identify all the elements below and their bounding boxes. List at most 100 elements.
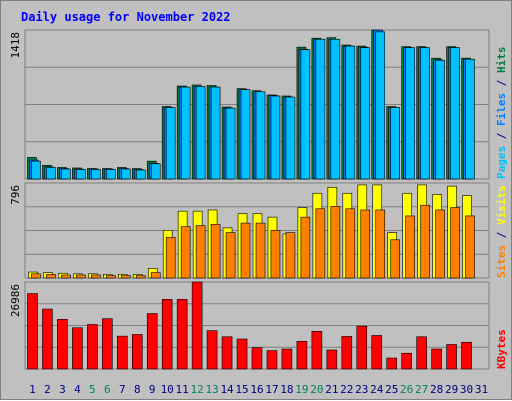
x-tick-day-16: 16 — [250, 383, 263, 396]
x-tick-day-6: 6 — [104, 383, 111, 396]
bar-kbytes-day-19 — [296, 340, 308, 370]
bar-sites-day-16 — [255, 222, 266, 279]
x-tick-day-8: 8 — [134, 383, 141, 396]
bar-sites-day-29 — [450, 207, 460, 279]
bar-kbytes-day-27 — [416, 336, 427, 370]
bar-kbytes-day-5 — [87, 324, 98, 370]
y-max-label-kbytes: 26986 — [9, 284, 22, 317]
bar-kbytes-day-22 — [341, 336, 353, 370]
bar-kbytes-day-12 — [191, 281, 203, 370]
x-tick-day-25: 25 — [385, 383, 398, 396]
bar-pages-day-7 — [120, 168, 131, 180]
x-tick-day-2: 2 — [44, 383, 51, 396]
bar-sites-day-10 — [165, 237, 176, 279]
bar-sites-day-14 — [225, 232, 236, 279]
bar-pages-day-30 — [465, 58, 475, 180]
x-tick-day-9: 9 — [149, 383, 156, 396]
legend-part-1: / — [495, 126, 508, 146]
bar-pages-day-22 — [345, 45, 356, 180]
bar-kbytes-day-16 — [251, 347, 263, 370]
bar-kbytes-day-21 — [326, 349, 338, 370]
bar-pages-day-25 — [390, 107, 401, 180]
bar-kbytes-day-1 — [27, 293, 38, 370]
bar-pages-day-29 — [450, 47, 460, 180]
x-tick-day-15: 15 — [235, 383, 248, 396]
bar-pages-day-1 — [31, 160, 41, 180]
bar-sites-day-25 — [390, 239, 401, 279]
bar-sites-day-12 — [195, 225, 206, 279]
bar-kbytes-day-10 — [161, 299, 173, 370]
bar-sites-day-6 — [106, 275, 116, 279]
bar-pages-day-8 — [135, 169, 146, 180]
bar-pages-day-28 — [435, 59, 445, 180]
x-tick-day-24: 24 — [370, 383, 384, 396]
bar-pages-day-14 — [225, 107, 236, 180]
x-tick-day-4: 4 — [74, 383, 81, 396]
legend-hits-files-pages: Pages / Files / Hits — [495, 47, 508, 180]
x-tick-day-1: 1 — [29, 383, 36, 396]
x-tick-day-26: 26 — [400, 383, 413, 396]
legend-part-0: Pages — [495, 146, 508, 179]
bar-sites-day-2 — [46, 274, 56, 279]
x-tick-day-11: 11 — [176, 383, 189, 396]
bar-kbytes-day-25 — [386, 357, 398, 370]
bar-kbytes-day-18 — [281, 348, 293, 370]
bar-sites-day-3 — [61, 274, 71, 279]
bar-pages-day-4 — [76, 169, 86, 180]
bar-sites-day-17 — [270, 229, 281, 279]
bar-pages-day-19 — [300, 49, 311, 180]
bar-sites-day-4 — [76, 274, 86, 279]
legend-part-3: / — [495, 73, 508, 93]
bar-pages-day-26 — [405, 47, 415, 180]
bar-sites-day-11 — [180, 226, 191, 279]
bar-sites-day-26 — [405, 215, 415, 279]
legend-part-0: KBytes — [495, 329, 508, 369]
bar-kbytes-day-11 — [176, 299, 188, 370]
bar-pages-day-20 — [315, 38, 326, 180]
bar-sites-day-24 — [375, 209, 386, 279]
bar-sites-day-13 — [210, 223, 221, 279]
bar-kbytes-day-30 — [461, 341, 472, 370]
bar-kbytes-day-20 — [311, 330, 323, 370]
legend-part-2: Files — [495, 93, 508, 126]
bar-sites-day-28 — [435, 209, 445, 279]
x-tick-day-17: 17 — [265, 383, 278, 396]
bar-pages-day-2 — [46, 167, 56, 180]
bar-kbytes-day-8 — [131, 334, 143, 370]
x-tick-day-19: 19 — [295, 383, 308, 396]
x-tick-day-14: 14 — [220, 383, 234, 396]
bar-sites-day-23 — [360, 209, 371, 279]
bar-sites-day-27 — [420, 204, 430, 279]
panel-kbytes: 26986 KBytes — [9, 281, 508, 370]
legend-part-1: / — [495, 225, 508, 245]
bar-kbytes-day-9 — [146, 313, 158, 370]
bar-pages-day-24 — [375, 31, 386, 180]
bar-kbytes-day-15 — [236, 338, 248, 370]
bar-pages-day-11 — [180, 86, 191, 180]
bar-kbytes-day-4 — [72, 327, 83, 370]
x-tick-day-12: 12 — [191, 383, 204, 396]
x-tick-day-29: 29 — [445, 383, 458, 396]
x-tick-day-28: 28 — [430, 383, 443, 396]
bar-pages-day-17 — [270, 95, 281, 180]
bar-kbytes-day-14 — [221, 336, 233, 370]
bar-sites-day-7 — [120, 275, 131, 279]
x-tick-day-22: 22 — [340, 383, 353, 396]
x-tick-day-31: 31 — [475, 383, 488, 396]
x-tick-day-23: 23 — [355, 383, 368, 396]
bar-pages-day-15 — [240, 89, 251, 180]
bar-sites-day-30 — [465, 215, 475, 279]
bar-kbytes-day-13 — [206, 330, 218, 370]
legend-part-4: Hits — [495, 47, 508, 74]
x-tick-day-10: 10 — [161, 383, 174, 396]
x-tick-day-13: 13 — [205, 383, 218, 396]
y-max-label-visits-sites: 796 — [9, 185, 22, 205]
bar-pages-day-23 — [360, 47, 371, 180]
bar-pages-day-12 — [195, 86, 206, 180]
bar-pages-day-9 — [150, 163, 161, 180]
bar-kbytes-day-23 — [356, 325, 368, 370]
x-tick-day-3: 3 — [59, 383, 66, 396]
bar-pages-day-13 — [210, 86, 221, 180]
x-tick-day-27: 27 — [415, 383, 428, 396]
